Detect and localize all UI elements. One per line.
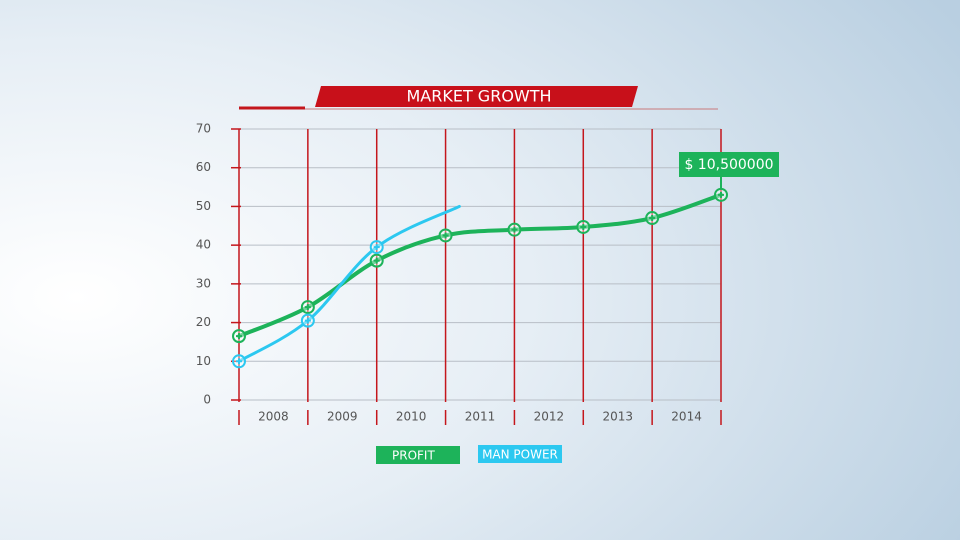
- data-point: [645, 211, 660, 226]
- y-tick-label: 0: [203, 393, 211, 407]
- x-tick-label: 2009: [327, 410, 358, 424]
- point-cross: [236, 333, 242, 340]
- data-point: [438, 228, 453, 243]
- point-cross: [580, 223, 587, 230]
- point-cross: [649, 215, 656, 222]
- legend-item: MAN POWER: [478, 445, 562, 463]
- legend-swatch: [376, 446, 460, 464]
- point-cross: [304, 317, 311, 324]
- x-tick-label: 2012: [534, 410, 565, 424]
- y-tick-label: 70: [196, 122, 211, 136]
- y-tick-label: 40: [196, 238, 211, 252]
- x-tick-label: 2008: [258, 410, 289, 424]
- point-cross: [373, 244, 380, 251]
- y-tick-label: 50: [196, 199, 211, 213]
- grid: 0 10 20 30 40 50 60 70 2008 2009 2010 2011 2012 2013 2…: [196, 122, 722, 425]
- annotation-box: [679, 152, 779, 177]
- data-point: [369, 240, 384, 255]
- annotation: $ 10,500000: [684, 157, 773, 173]
- point-cross: [304, 304, 311, 311]
- series-line: [237, 192, 723, 339]
- x-tick-label: 2010: [396, 410, 427, 424]
- x-tick-label: 2013: [602, 410, 633, 424]
- legend-label: MAN POWER: [482, 448, 558, 462]
- data-point: [714, 187, 728, 202]
- point-cross: [373, 257, 380, 264]
- legend-swatch: [478, 445, 562, 463]
- x-tick-label: 2014: [671, 410, 702, 424]
- chart-title: MARKET GROWTH: [406, 87, 551, 106]
- point-cross: [718, 191, 724, 198]
- title-banner: [315, 86, 638, 107]
- point-cross: [442, 232, 449, 239]
- legend-label: PROFIT: [392, 449, 435, 463]
- series-line: [237, 204, 461, 363]
- data-point: [576, 219, 591, 234]
- data-point: [232, 329, 246, 344]
- plot: $ 10,500000: [232, 152, 779, 369]
- data-point: [232, 354, 246, 369]
- y-tick-label: 10: [196, 354, 211, 368]
- data-point: [369, 253, 384, 268]
- point-cross: [236, 358, 242, 365]
- data-point: [507, 222, 522, 237]
- point-cross: [511, 226, 518, 233]
- legend-item: PROFIT: [376, 446, 460, 464]
- y-tick-label: 20: [196, 315, 211, 329]
- x-tick-label: 2011: [465, 410, 496, 424]
- data-point: [300, 313, 315, 328]
- y-tick-label: 60: [196, 160, 211, 174]
- y-tick-label: 30: [196, 276, 211, 290]
- data-point: [300, 300, 315, 315]
